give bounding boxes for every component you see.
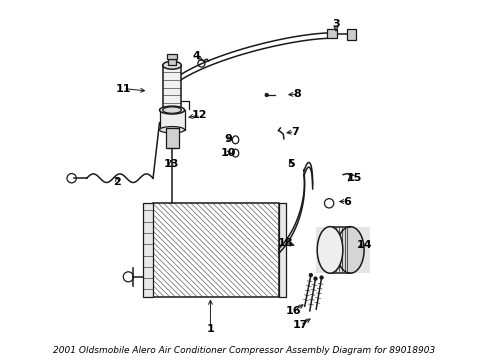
Text: 17: 17 <box>292 320 307 330</box>
Text: 3: 3 <box>331 19 339 29</box>
Circle shape <box>313 276 317 281</box>
Bar <box>166 54 177 59</box>
Text: 6: 6 <box>342 197 350 207</box>
Ellipse shape <box>159 106 184 114</box>
Text: 11: 11 <box>115 84 131 94</box>
Bar <box>326 30 336 39</box>
Text: 8: 8 <box>293 89 301 99</box>
Text: 2001 Oldsmobile Alero Air Conditioner Compressor Assembly Diagram for 89018903: 2001 Oldsmobile Alero Air Conditioner Co… <box>53 346 435 355</box>
Text: 13: 13 <box>163 159 178 169</box>
Text: 18: 18 <box>277 238 293 248</box>
Text: 7: 7 <box>290 127 298 136</box>
Bar <box>142 203 153 297</box>
Bar <box>278 203 286 297</box>
Text: 1: 1 <box>206 324 214 334</box>
Ellipse shape <box>336 226 364 273</box>
Text: 14: 14 <box>356 239 372 249</box>
Text: 5: 5 <box>287 159 294 169</box>
Circle shape <box>308 273 312 277</box>
Text: 10: 10 <box>220 148 236 158</box>
Bar <box>168 59 175 65</box>
Text: 4: 4 <box>192 51 200 61</box>
Circle shape <box>319 275 323 280</box>
Bar <box>163 65 181 110</box>
Text: 15: 15 <box>346 173 361 183</box>
Ellipse shape <box>163 61 181 69</box>
Bar <box>316 226 369 273</box>
Bar <box>159 110 184 130</box>
Bar <box>153 203 278 297</box>
Text: 16: 16 <box>285 306 301 316</box>
Bar <box>346 30 355 40</box>
Text: 9: 9 <box>224 134 232 144</box>
Bar <box>165 128 178 148</box>
Text: 2: 2 <box>113 177 121 187</box>
Ellipse shape <box>163 107 181 113</box>
Ellipse shape <box>159 127 184 133</box>
Text: 12: 12 <box>191 110 207 120</box>
Ellipse shape <box>317 226 342 273</box>
Circle shape <box>264 93 268 97</box>
